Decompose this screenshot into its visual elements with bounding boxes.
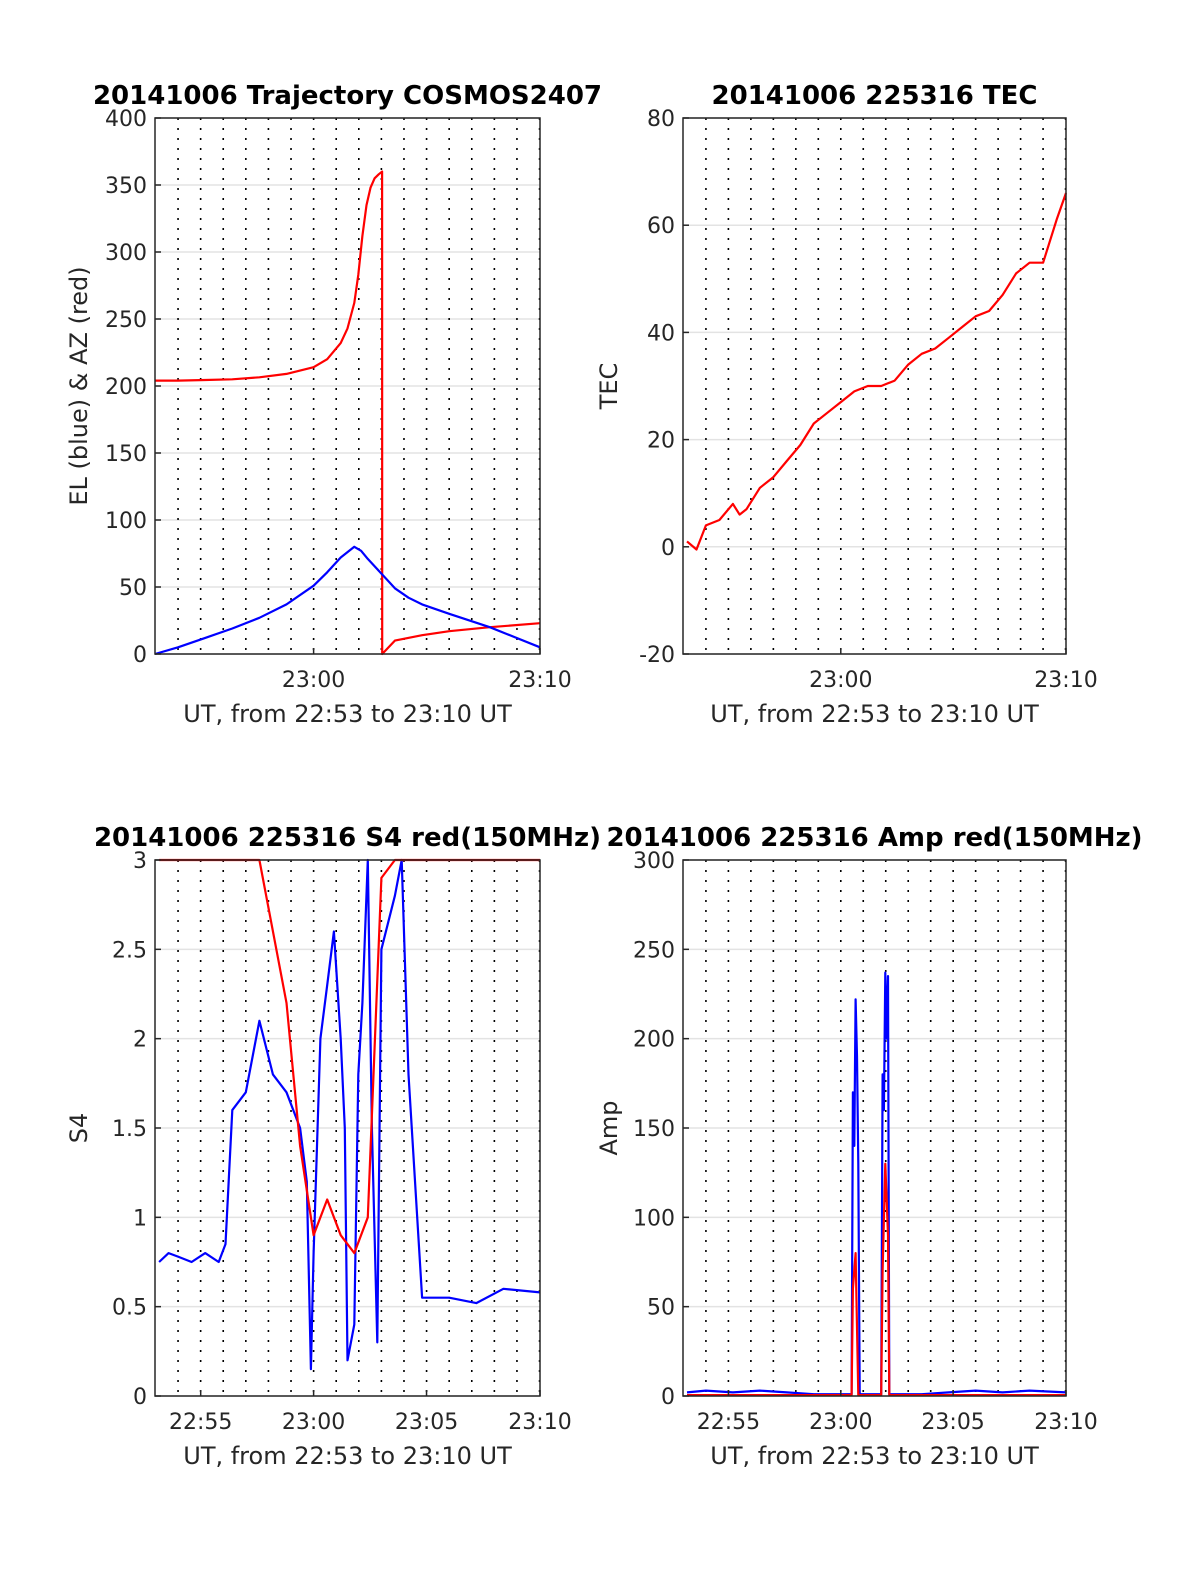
y-tick-label: 250	[633, 938, 675, 963]
x-tick-label: 23:05	[921, 1410, 984, 1435]
y-tick-label: 300	[633, 849, 675, 874]
y-axis-label: TEC	[595, 363, 623, 411]
series-line-2	[154, 545, 541, 656]
series-line-1	[686, 971, 1067, 1396]
y-tick-label: 300	[105, 241, 147, 266]
x-axis-label: UT, from 22:53 to 23:10 UT	[183, 700, 512, 728]
chart-panel-4: 0 50 100 150 200 250 300 22:55 23:00 23:05 23:10 20…	[595, 823, 1143, 1470]
y-axis-label: Amp	[595, 1100, 623, 1155]
chart-panel-1: 0 50 100 150 200 250 300 350 400 23:00 23:10 201410…	[65, 81, 602, 728]
y-tick-label: 0	[661, 536, 675, 561]
series-line-1	[158, 858, 541, 1371]
y-tick-label: 2	[133, 1028, 147, 1053]
y-tick-label: 50	[119, 576, 147, 601]
y-tick-label: -20	[639, 643, 675, 668]
y-tick-label: 150	[633, 1117, 675, 1142]
y-tick-label: 80	[647, 107, 675, 132]
y-axis-label: EL (blue) & AZ (red)	[65, 266, 93, 505]
y-tick-label: 400	[105, 107, 147, 132]
x-tick-label: 22:55	[169, 1410, 232, 1435]
y-tick-label: 1	[133, 1206, 147, 1231]
x-tick-label: 23:00	[809, 1410, 872, 1435]
y-tick-label: 0	[661, 1385, 675, 1410]
chart-title: 20141006 Trajectory COSMOS2407	[93, 81, 602, 111]
x-tick-label: 22:55	[697, 1410, 760, 1435]
y-tick-label: 50	[647, 1296, 675, 1321]
y-tick-label: 0	[133, 1385, 147, 1410]
y-tick-label: 350	[105, 174, 147, 199]
y-axis-label: S4	[65, 1113, 93, 1144]
series-line-2	[687, 1162, 1066, 1397]
x-axis-label: UT, from 22:53 to 23:10 UT	[183, 1442, 512, 1470]
x-tick-label: 23:00	[809, 668, 872, 693]
axes-box	[682, 117, 1067, 655]
chart-title: 20141006 225316 Amp red(150MHz)	[606, 823, 1142, 853]
y-tick-label: 250	[105, 308, 147, 333]
chart-title: 20141006 225316 S4 red(150MHz)	[94, 823, 601, 853]
series-line-2	[159, 858, 540, 1255]
y-tick-label: 200	[105, 375, 147, 400]
y-tick-label: 20	[647, 429, 675, 454]
y-tick-label: 0	[133, 643, 147, 668]
series-line-1	[686, 192, 1068, 551]
y-tick-label: 1.5	[112, 1117, 147, 1142]
y-tick-label: 3	[133, 849, 147, 874]
y-tick-label: 0.5	[112, 1296, 147, 1321]
x-axis-label: UT, from 22:53 to 23:10 UT	[710, 700, 1039, 728]
y-tick-label: 150	[105, 442, 147, 467]
y-tick-label: 100	[105, 509, 147, 534]
x-tick-label: 23:10	[1034, 1410, 1097, 1435]
x-tick-label: 23:10	[508, 1410, 571, 1435]
x-tick-label: 23:00	[282, 668, 345, 693]
x-tick-label: 23:05	[395, 1410, 458, 1435]
chart-panel-3: 0 0.5 1 1.5 2 2.5 3 22:55 23:00 23:05 23:10 2014100…	[65, 823, 601, 1470]
chart-title: 20141006 225316 TEC	[712, 81, 1038, 111]
x-tick-label: 23:00	[282, 1410, 345, 1435]
y-tick-label: 100	[633, 1206, 675, 1231]
y-tick-label: 40	[647, 321, 675, 346]
x-tick-label: 23:10	[1034, 668, 1097, 693]
y-tick-label: 200	[633, 1028, 675, 1053]
x-axis-label: UT, from 22:53 to 23:10 UT	[710, 1442, 1039, 1470]
series-line-1	[155, 170, 541, 656]
x-tick-label: 23:10	[508, 668, 571, 693]
chart-panel-2: -20 0 20 40 60 80 23:00 23:10 20141006 225316 TE…	[595, 81, 1098, 728]
y-tick-label: 2.5	[112, 938, 147, 963]
y-tick-label: 60	[647, 214, 675, 239]
